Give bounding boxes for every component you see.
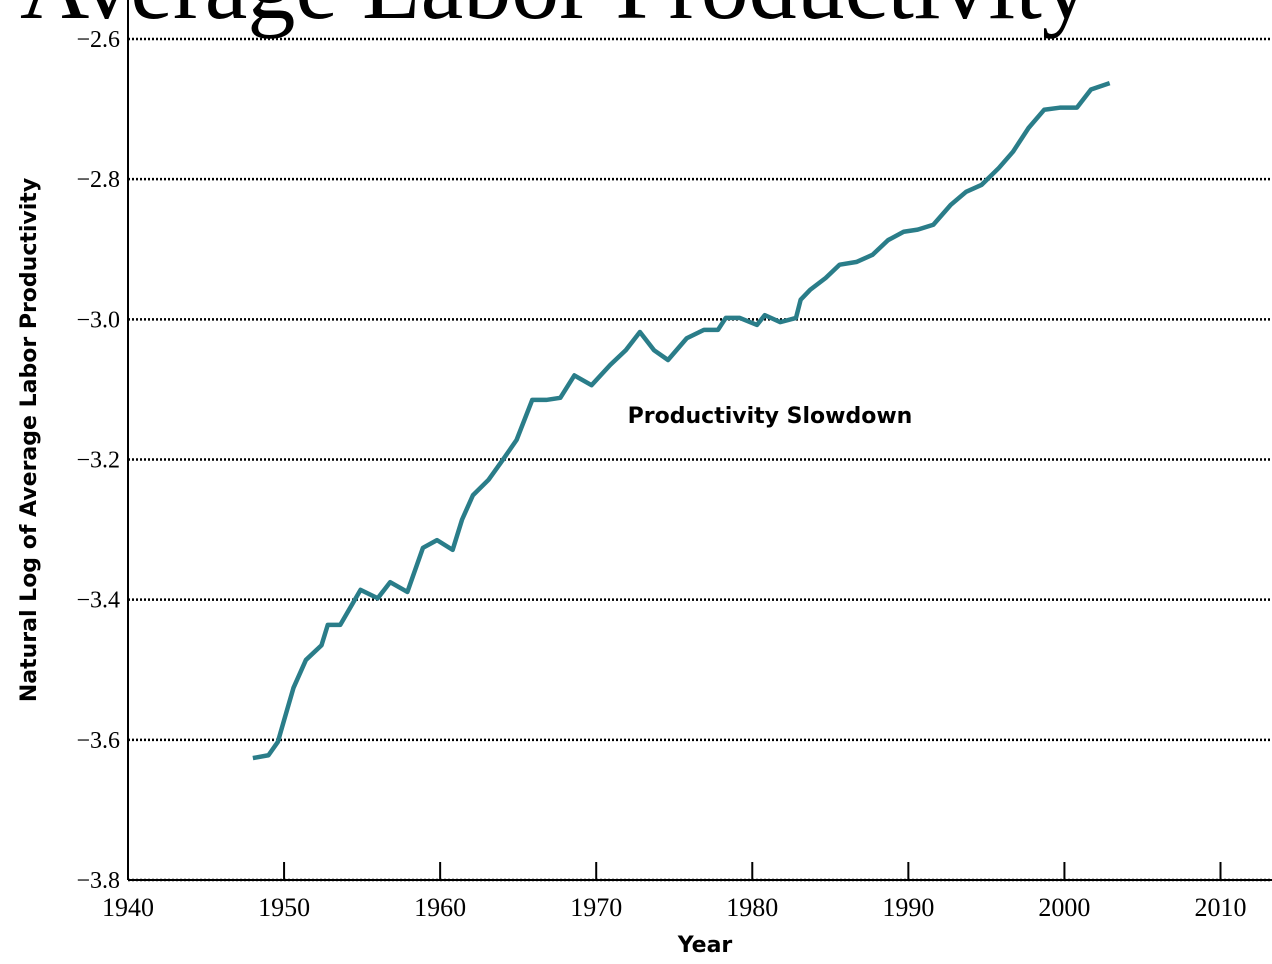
x-tick-label: 1940 [102,893,154,922]
y-axis-label: Natural Log of Average Labor Productivit… [17,178,42,702]
x-tick-label: 1960 [414,893,466,922]
x-tick-label: 2010 [1194,893,1246,922]
y-tick-label: −3.4 [76,588,120,614]
x-tick-label: 1970 [570,893,622,922]
y-tick-label: −2.6 [76,27,120,53]
x-tick-label: 1950 [258,893,310,922]
y-tick-label: −3.8 [76,868,120,894]
x-axis-label: Year [677,933,733,958]
y-tick-label: −2.8 [76,167,120,193]
y-tick-label: −3.2 [76,448,120,474]
y-tick-label: −3.0 [76,307,120,333]
x-tick-label: 1980 [726,893,778,922]
y-tick-label: −3.6 [76,728,120,754]
data-line [252,81,1111,761]
x-tick-label: 1990 [882,893,934,922]
x-tick-label: 2000 [1038,893,1090,922]
chart-title: Average Labor Productivity [20,0,1090,39]
annotation: Productivity Slowdown [628,404,913,429]
